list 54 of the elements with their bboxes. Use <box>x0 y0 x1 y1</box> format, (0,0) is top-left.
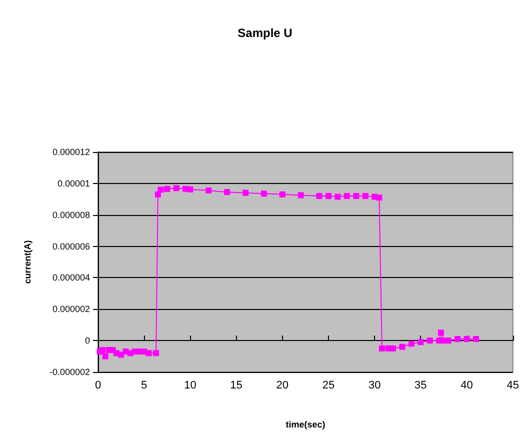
y-tick-label: 0.000012 <box>52 147 90 157</box>
y-tick-label: 0.000008 <box>52 210 90 220</box>
y-axis-title: current(A) <box>22 240 32 284</box>
x-tick-label: 5 <box>141 380 148 392</box>
point <box>154 191 161 198</box>
point <box>353 193 360 199</box>
point <box>260 190 267 197</box>
y-tick-label: -0.000002 <box>49 367 90 377</box>
point <box>376 194 382 201</box>
x-tick-label: 35 <box>414 380 427 392</box>
y-tick-label: 0.000002 <box>52 304 90 314</box>
point <box>408 340 414 347</box>
point <box>438 330 444 336</box>
point <box>362 193 368 199</box>
point <box>102 353 108 360</box>
point <box>378 345 385 352</box>
point <box>100 347 106 353</box>
point <box>390 345 396 352</box>
y-tick-label: 0.00001 <box>57 178 90 188</box>
x-tick-label: 25 <box>322 380 335 392</box>
x-tick-label: 0 <box>94 380 102 392</box>
x-tick-label: 45 <box>506 380 520 392</box>
point <box>473 336 480 342</box>
point <box>325 193 332 199</box>
point <box>158 186 164 193</box>
point <box>242 190 249 196</box>
x-tick-label: 30 <box>368 380 381 392</box>
point <box>173 185 180 192</box>
x-axis-title: time(sec) <box>286 420 326 430</box>
chart-title: Sample U <box>238 26 292 40</box>
point <box>153 350 160 356</box>
y-tick-label: 0.000006 <box>52 241 90 252</box>
point <box>206 188 212 194</box>
point <box>316 193 322 199</box>
x-tick-label: 20 <box>276 380 289 392</box>
point <box>454 336 461 342</box>
y-tick-label: 0.000004 <box>52 272 90 283</box>
point <box>187 186 194 192</box>
point <box>224 189 230 196</box>
point <box>418 339 424 346</box>
y-tick-label: 0 <box>84 336 90 346</box>
point <box>426 338 433 344</box>
point <box>298 192 304 198</box>
x-tick-label: 10 <box>184 380 196 392</box>
point <box>334 194 341 200</box>
x-tick-label: 40 <box>460 380 473 392</box>
point <box>399 344 406 350</box>
point <box>445 338 452 344</box>
x-tick-label: 15 <box>230 380 242 392</box>
point <box>464 336 470 342</box>
point <box>146 350 152 356</box>
point <box>344 193 350 199</box>
point <box>164 186 170 192</box>
point <box>279 191 286 198</box>
